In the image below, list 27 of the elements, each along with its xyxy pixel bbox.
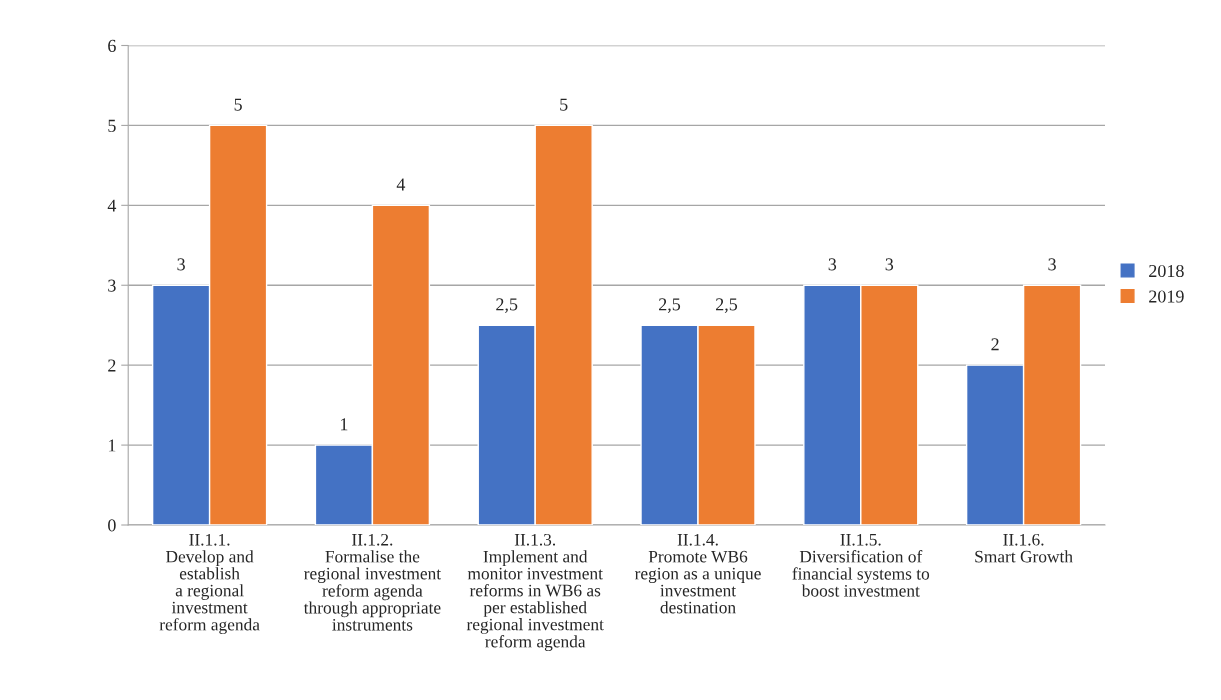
x-tick-label: II.1.1. Develop and establish a regional investment reform agenda xyxy=(159,533,260,635)
x-tick-label: II.1.3. Implement and monitor investment reforms in WB6 as per established regional investment reform agenda xyxy=(466,533,604,652)
y-tick-label: 5 xyxy=(108,119,116,132)
data-label: 2 xyxy=(991,338,999,351)
data-label: 5 xyxy=(234,98,242,111)
x-tick-label: II.1.5. Diversification of financial systems to boost investment xyxy=(792,533,930,597)
data-label: 5 xyxy=(560,98,568,111)
legend-label: 2019 xyxy=(1149,290,1184,303)
y-tick-label: 0 xyxy=(108,519,116,532)
x-tick-label: II.1.2. Formalise the regional investment reform agenda through appropriate instruments xyxy=(303,533,442,631)
legend-label: 2018 xyxy=(1149,264,1184,278)
y-tick-label: 2 xyxy=(108,359,116,372)
data-label: 2,5 xyxy=(716,298,738,314)
data-label: 3 xyxy=(885,258,894,271)
x-tick-label: II.1.4. Promote WB6 region as a unique investment destination xyxy=(634,533,761,614)
data-label: 3 xyxy=(828,258,837,271)
y-tick-label: 1 xyxy=(108,439,116,452)
data-label: 3 xyxy=(1048,258,1056,271)
data-label: 2,5 xyxy=(659,298,681,314)
data-label: 1 xyxy=(340,418,348,431)
data-label: 4 xyxy=(396,178,406,191)
data-label: 3 xyxy=(177,258,185,271)
y-tick-label: 3 xyxy=(108,279,116,292)
x-tick-label: II.1.6. Smart Growth xyxy=(975,533,1073,563)
data-label: 2,5 xyxy=(496,298,518,314)
y-tick-label: 6 xyxy=(108,39,116,52)
y-tick-label: 4 xyxy=(107,199,117,212)
